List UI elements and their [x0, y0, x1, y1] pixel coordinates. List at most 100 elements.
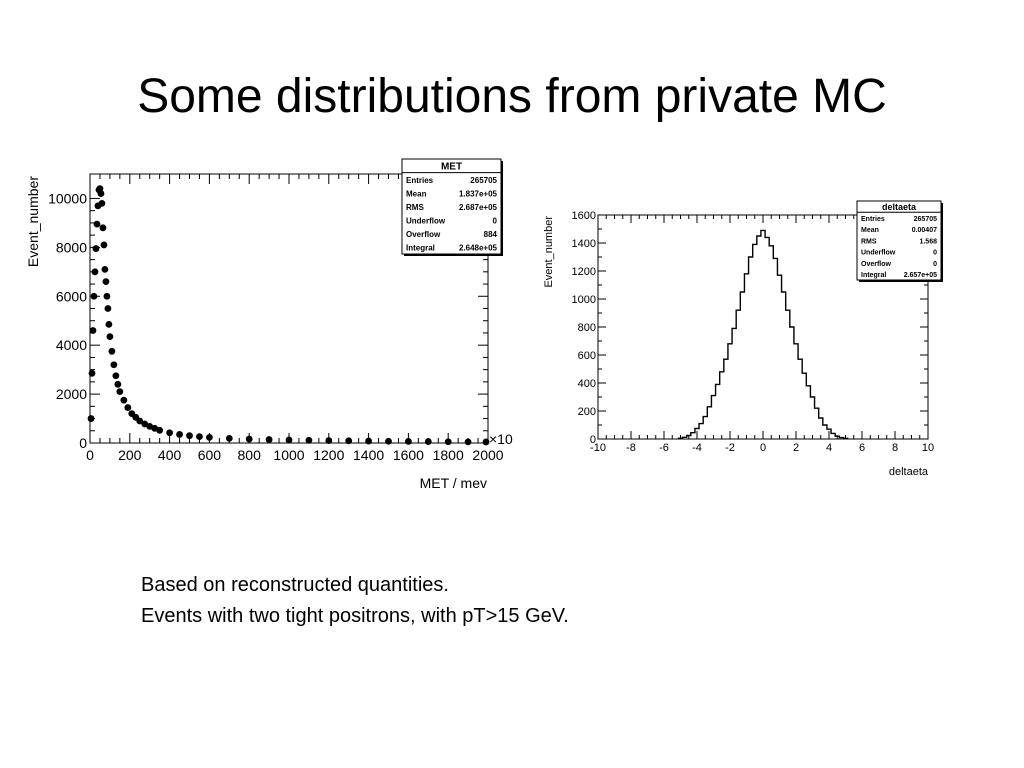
stats-label: Overflow: [861, 261, 892, 268]
data-point: [116, 388, 124, 396]
stats-title: MET: [441, 162, 462, 173]
note-line: Based on reconstructed quantities.: [141, 574, 449, 596]
x-axis-multiplier: ×10: [489, 431, 513, 447]
data-point: [105, 320, 113, 328]
data-point: [110, 361, 118, 369]
data-point: [120, 396, 128, 404]
x-tick-label: 4: [826, 442, 832, 454]
x-tick-label: 0: [760, 442, 766, 454]
x-tick-label: -8: [626, 442, 636, 454]
x-tick-label: 8: [892, 442, 898, 454]
y-tick-label: 0: [590, 434, 596, 446]
data-point: [482, 438, 490, 446]
stats-value: 1.568: [919, 238, 937, 245]
x-tick-label: 400: [158, 447, 182, 463]
y-tick-label: 200: [578, 406, 596, 418]
data-point: [285, 436, 293, 444]
y-tick-label: 0: [79, 435, 87, 451]
data-point: [424, 438, 432, 445]
stats-label: Entries: [406, 176, 434, 185]
y-tick-label: 1000: [572, 294, 596, 306]
y-tick-label: 10000: [48, 190, 87, 206]
data-point: [156, 426, 164, 434]
data-point: [405, 438, 412, 445]
y-axis-title: Event_number: [25, 176, 41, 267]
data-point: [93, 220, 101, 228]
y-axis-title: Event_number: [543, 216, 555, 288]
y-tick-label: 1200: [572, 266, 596, 278]
y-tick-label: 8000: [56, 239, 87, 255]
y-tick-label: 400: [578, 378, 596, 390]
x-tick-label: 1600: [393, 447, 424, 463]
y-tick-label: 1400: [572, 238, 596, 250]
data-point: [245, 435, 253, 443]
stats-label: Integral: [861, 272, 886, 279]
data-point: [104, 305, 112, 312]
stats-value: 1.837e+05: [459, 189, 498, 198]
stats-value: 265705: [914, 216, 937, 223]
x-tick-label: 600: [198, 447, 222, 463]
data-point: [87, 415, 95, 422]
data-point: [385, 437, 392, 445]
stats-value: 0: [493, 216, 498, 225]
data-point: [206, 433, 213, 441]
y-tick-label: 6000: [56, 288, 87, 304]
data-point: [176, 431, 183, 438]
data-point: [345, 437, 353, 445]
stats-value: 0.00407: [912, 227, 937, 234]
stats-label: Entries: [861, 216, 885, 223]
data-point: [225, 434, 233, 442]
stats-value: 2.657e+05: [904, 272, 937, 279]
x-tick-label: -4: [692, 442, 702, 454]
data-point: [99, 224, 107, 232]
data-point: [365, 437, 372, 445]
slide-title: Some distributions from private MC: [137, 70, 887, 123]
series-line: [677, 229, 849, 439]
data-point: [90, 292, 98, 300]
data-point: [136, 417, 144, 425]
stats-label: Integral: [406, 244, 435, 253]
data-point: [101, 265, 109, 273]
x-tick-label: 1000: [273, 447, 304, 463]
x-tick-label: 1400: [353, 447, 384, 463]
stats-value: 0: [933, 250, 937, 257]
data-point: [265, 436, 273, 443]
note-line: Events with two tight positrons, with pT…: [141, 605, 569, 627]
x-tick-label: 2: [793, 442, 799, 454]
data-point: [106, 333, 114, 341]
data-point: [98, 199, 106, 207]
data-point: [166, 429, 174, 437]
stats-title: deltaeta: [882, 202, 917, 212]
data-point: [444, 438, 452, 446]
stats-label: Mean: [861, 227, 879, 234]
x-tick-label: 6: [859, 442, 865, 454]
stats-label: RMS: [861, 238, 877, 245]
data-point: [88, 369, 96, 377]
x-tick-label: 200: [118, 447, 142, 463]
stats-value: 2.687e+05: [459, 203, 498, 212]
stats-value: 884: [484, 230, 498, 239]
data-point: [89, 327, 97, 334]
y-tick-label: 800: [578, 322, 596, 334]
x-tick-label: -2: [725, 442, 735, 454]
stats-label: Underflow: [861, 250, 896, 257]
data-point: [100, 241, 108, 249]
y-tick-label: 600: [578, 350, 596, 362]
data-point: [196, 433, 203, 441]
y-tick-label: 1600: [572, 210, 596, 222]
x-tick-label: 2000: [472, 447, 503, 463]
x-axis-title: deltaeta: [889, 466, 929, 478]
data-point: [102, 278, 110, 285]
x-tick-label: 1200: [313, 447, 344, 463]
data-point: [103, 292, 111, 300]
data-point: [114, 380, 122, 388]
x-tick-label: -10: [590, 442, 606, 454]
notes: Based on reconstructed quantities. Event…: [141, 570, 569, 632]
y-tick-label: 2000: [56, 386, 87, 402]
y-tick-label: 4000: [56, 337, 87, 353]
x-tick-label: -6: [659, 442, 669, 454]
stats-box: [401, 158, 502, 255]
stats-value: 2.648e+05: [459, 244, 498, 253]
